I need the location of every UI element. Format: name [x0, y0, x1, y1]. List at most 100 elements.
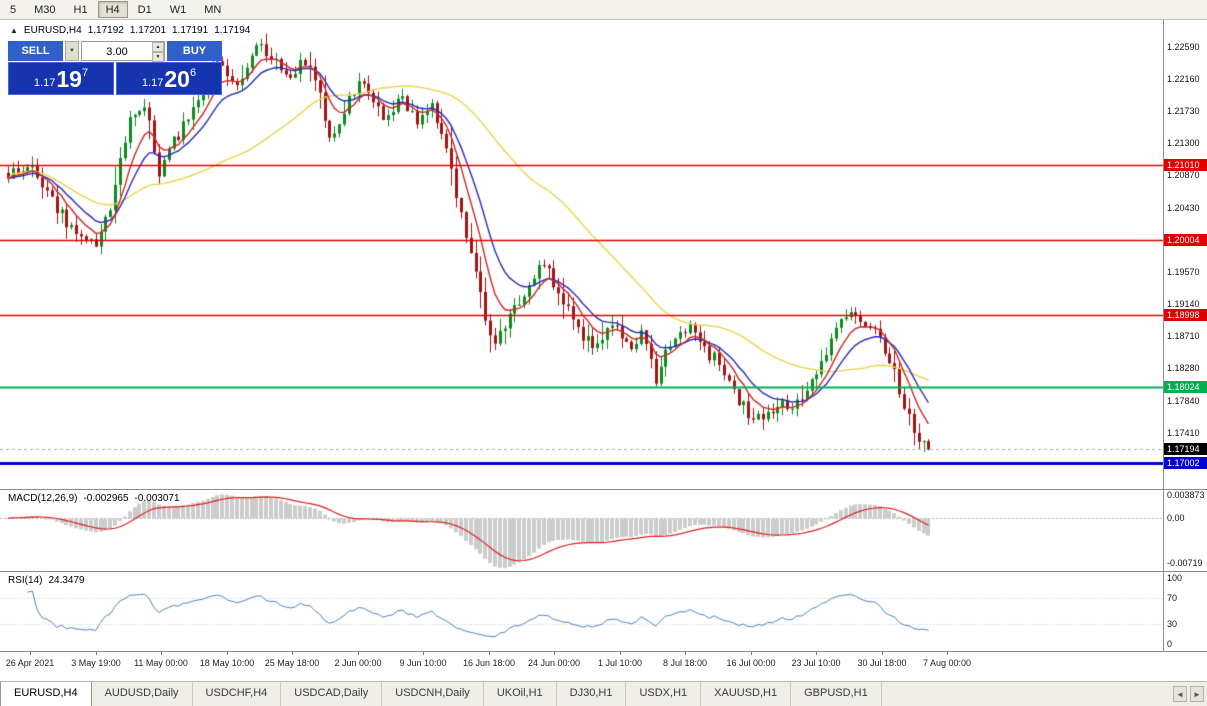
time-axis-tick: [947, 652, 948, 655]
chart-tab-dj30-h1[interactable]: DJ30,H1: [557, 682, 627, 706]
timeframe-button-m30[interactable]: M30: [34, 4, 56, 16]
price-scale-label: 1.19570: [1167, 267, 1200, 278]
macd-scale-label: -0.00719: [1167, 557, 1203, 568]
time-axis-label: 2 Jun 00:00: [334, 658, 382, 668]
timeframe-button-5[interactable]: 5: [10, 4, 17, 16]
chart-tab-usdcnh-daily[interactable]: USDCNH,Daily: [382, 682, 484, 706]
rsi-scale-label: 70: [1167, 592, 1178, 603]
sell-price-big-figure: 1.17: [33, 77, 56, 89]
time-axis-tick: [292, 652, 293, 655]
time-axis-label: 25 May 18:00: [264, 658, 320, 668]
chart-tab-xauusd-h1[interactable]: XAUUSD,H1: [701, 682, 792, 706]
tab-scroll-right-icon[interactable]: ►: [1190, 686, 1204, 702]
price-scale-label: 1.21300: [1167, 138, 1200, 149]
symbol-label: EURUSD,H4: [23, 25, 82, 36]
timeframe-button-h4[interactable]: H4: [97, 1, 128, 18]
sell-price-display[interactable]: 1.17 19 7: [8, 62, 114, 95]
price-scale-label: 1.22590: [1167, 41, 1200, 52]
rsi-title: RSI(14): [8, 575, 43, 586]
price-chart-canvas[interactable]: [0, 20, 1163, 489]
time-axis-label: 24 Jun 00:00: [527, 658, 581, 668]
macd-value-signal: -0.003071: [134, 493, 180, 504]
time-axis-label: 16 Jun 18:00: [462, 658, 516, 668]
buy-price-display[interactable]: 1.17 20 6: [116, 62, 222, 95]
time-axis-label: 26 Apr 2021: [5, 658, 55, 668]
timeframe-button-d1[interactable]: D1: [137, 4, 152, 16]
price-scale-label: 1.22160: [1167, 73, 1200, 84]
macd-canvas[interactable]: [0, 490, 1163, 571]
main-price-scale[interactable]: 1.22590 1.22160 1.21730 1.21300 1.20870 1.204…: [1163, 20, 1207, 489]
time-axis-tick: [227, 652, 228, 655]
rsi-pane: RSI(14) 24.3479 100 70 30 0: [0, 571, 1207, 651]
quote-low: 1.17191: [172, 25, 209, 36]
quote-open: 1.17192: [87, 25, 124, 36]
time-axis-tick: [554, 652, 555, 655]
price-marker-1-18024: 1.18024: [1164, 381, 1207, 394]
price-scale-label: 1.21730: [1167, 105, 1200, 116]
trade-options-dropdown-icon[interactable]: ▼: [65, 41, 79, 61]
time-axis-label: 9 Jun 10:00: [399, 658, 447, 668]
volume-down-icon[interactable]: ▼: [152, 52, 164, 62]
macd-scale-label: 0.00: [1167, 513, 1185, 524]
timeframe-button-w1[interactable]: W1: [169, 4, 187, 16]
time-axis-label: 16 Jul 00:00: [726, 658, 776, 668]
price-marker-1-17002: 1.17002: [1164, 457, 1207, 470]
one-click-trading-panel: SELL ▼ ▲ ▼ BUY 1.17 19 7 1.1: [8, 41, 222, 95]
timeframe-toolbar: 5 M30 H1 H4 D1 W1 MN: [0, 0, 1207, 20]
price-scale-label: 1.19140: [1167, 299, 1200, 310]
buy-button[interactable]: BUY: [167, 41, 222, 61]
time-axis-tick: [685, 652, 686, 655]
sell-button[interactable]: SELL: [8, 41, 63, 61]
quote-header: ▲ EURUSD,H4 1.17192 1.17201 1.17191 1.17…: [10, 25, 250, 36]
time-axis-tick: [30, 652, 31, 655]
price-chart-pane: ▲ EURUSD,H4 1.17192 1.17201 1.17191 1.17…: [0, 20, 1207, 489]
buy-price-big-figure: 1.17: [141, 77, 164, 89]
price-marker-1-18998: 1.18998: [1164, 308, 1207, 321]
price-scale-label: 1.17840: [1167, 396, 1200, 407]
time-axis-label: 8 Jul 18:00: [662, 658, 708, 668]
timeframe-button-h1[interactable]: H1: [73, 4, 88, 16]
price-marker-1-17194: 1.17194: [1164, 443, 1207, 456]
volume-input[interactable]: [82, 43, 164, 61]
rsi-scale-label: 0: [1167, 639, 1173, 649]
macd-scale[interactable]: 0.003873 0.00 -0.00719: [1163, 490, 1207, 571]
time-axis-label: 7 Aug 00:00: [922, 658, 972, 668]
time-axis-tick: [620, 652, 621, 655]
volume-up-icon[interactable]: ▲: [152, 42, 164, 52]
volume-field: ▲ ▼: [81, 41, 165, 62]
chart-tab-gbpusd-h1[interactable]: GBPUSD,H1: [791, 682, 882, 706]
chart-tab-usdx-h1[interactable]: USDX,H1: [626, 682, 702, 706]
chart-tab-eurusd-h4[interactable]: EURUSD,H4: [0, 682, 92, 706]
time-axis-tick: [751, 652, 752, 655]
chart-tab-usdchf-h4[interactable]: USDCHF,H4: [193, 682, 282, 706]
price-marker-1-21010: 1.21010: [1164, 158, 1207, 171]
chart-tab-usdcad-daily[interactable]: USDCAD,Daily: [281, 682, 383, 706]
rsi-scale-label: 100: [1167, 573, 1183, 583]
time-axis[interactable]: 26 Apr 2021 3 May 19:00 11 May 00:00 18 May…: [0, 651, 1207, 681]
timeframe-button-mn[interactable]: MN: [204, 4, 222, 16]
buy-price-pips: 20: [164, 66, 190, 92]
time-axis-tick: [358, 652, 359, 655]
rsi-value: 24.3479: [48, 575, 85, 586]
chart-tab-audusd-daily[interactable]: AUDUSD,Daily: [92, 682, 193, 706]
rsi-scale[interactable]: 100 70 30 0: [1163, 572, 1207, 651]
time-axis-tick: [816, 652, 817, 655]
rsi-canvas[interactable]: [0, 572, 1163, 651]
chart-tabs: EURUSD,H4 AUDUSD,Daily USDCHF,H4 USDCAD,Dai…: [0, 682, 882, 706]
time-axis-label: 18 May 10:00: [199, 658, 255, 668]
price-scale-label: 1.20870: [1167, 170, 1200, 181]
price-scale-label: 1.18280: [1167, 363, 1200, 374]
time-axis-label: 11 May 00:00: [134, 658, 188, 668]
time-axis-label: 1 Jul 10:00: [597, 658, 643, 668]
macd-value-main: -0.002965: [83, 493, 129, 504]
collapse-panel-icon[interactable]: ▲: [10, 26, 18, 35]
sell-price-pips: 19: [56, 66, 82, 92]
tab-scroll-left-icon[interactable]: ◄: [1173, 686, 1187, 702]
buy-price-point: 6: [189, 67, 197, 79]
chart-tab-ukoil-h1[interactable]: UKOil,H1: [484, 682, 557, 706]
time-axis-tick: [96, 652, 97, 655]
time-axis-tick: [882, 652, 883, 655]
macd-label: MACD(12,26,9) -0.002965 -0.003071: [8, 493, 180, 504]
time-axis-label: 23 Jul 10:00: [791, 658, 841, 668]
